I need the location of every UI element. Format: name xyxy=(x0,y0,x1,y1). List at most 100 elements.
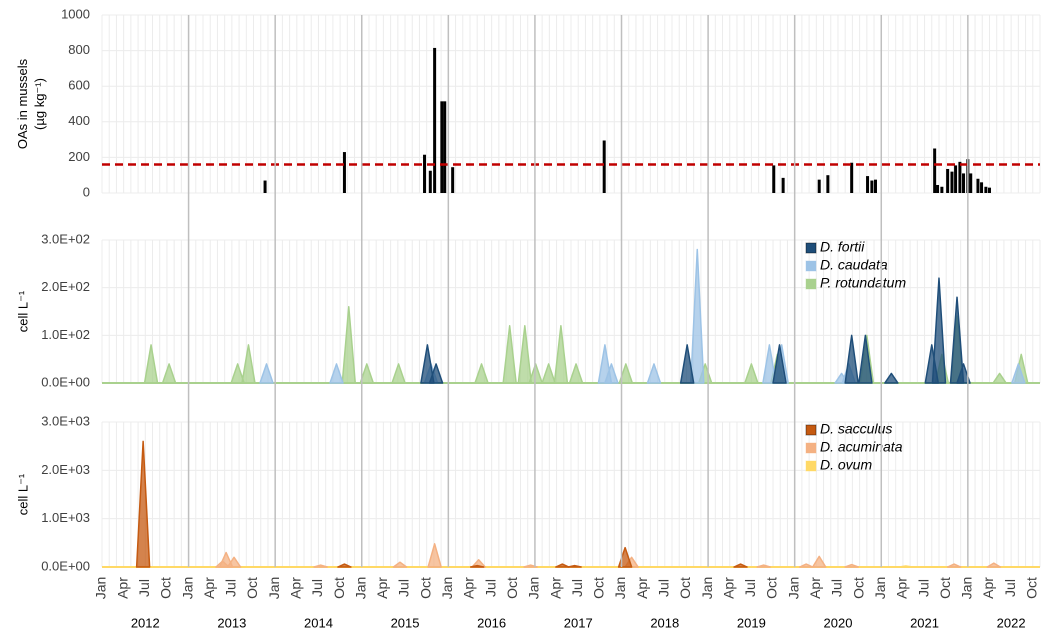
peak xyxy=(992,372,1007,384)
bar xyxy=(826,175,830,193)
peak xyxy=(541,363,556,384)
y-tick-label: 400 xyxy=(68,113,90,128)
x-tick-label: Oct xyxy=(591,577,607,599)
peak xyxy=(617,546,633,568)
bar xyxy=(984,186,988,193)
peak xyxy=(946,563,962,568)
peak xyxy=(241,344,256,384)
legend-swatch xyxy=(805,278,817,290)
x-tick-label: Apr xyxy=(894,577,910,599)
peak xyxy=(555,563,570,568)
year-label: 2014 xyxy=(304,615,333,630)
bar xyxy=(870,180,874,193)
peak xyxy=(517,325,533,384)
x-tick-label: Jan xyxy=(699,577,715,600)
bar xyxy=(958,161,962,193)
peak xyxy=(329,363,344,384)
bar xyxy=(443,101,447,193)
legend-swatch xyxy=(805,442,817,454)
x-tick-label: Oct xyxy=(937,577,953,599)
peak xyxy=(553,325,569,384)
peak xyxy=(858,334,873,384)
legend-label: D. acuminata xyxy=(820,439,903,455)
bar xyxy=(873,179,877,193)
x-tick-label: Apr xyxy=(374,577,390,599)
y-tick-label: 1.0E+03 xyxy=(41,510,90,525)
y-tick-label: 3.0E+03 xyxy=(41,413,90,428)
x-tick-label: Oct xyxy=(850,577,866,599)
x-tick-label: Jan xyxy=(612,577,628,600)
peak xyxy=(427,543,442,568)
peak xyxy=(230,363,245,384)
year-label: 2020 xyxy=(824,615,853,630)
peak xyxy=(259,363,274,384)
x-tick-label: Apr xyxy=(634,577,650,599)
peak xyxy=(679,344,695,384)
x-tick-label: Jul xyxy=(656,579,672,597)
legend-swatch xyxy=(805,460,817,472)
x-tick-label: Jul xyxy=(915,579,931,597)
x-tick-label: Jul xyxy=(1002,579,1018,597)
peak xyxy=(428,363,444,384)
bar xyxy=(772,165,776,193)
bar xyxy=(781,177,785,193)
y-tick-label: 0.0E+00 xyxy=(41,374,90,389)
bar xyxy=(850,162,854,193)
x-tick-label: Apr xyxy=(720,577,736,599)
year-label: 2012 xyxy=(131,615,160,630)
year-label: 2018 xyxy=(650,615,679,630)
peak xyxy=(143,344,159,384)
y-axis-title: OAs in mussels xyxy=(15,58,30,149)
x-tick-label: Apr xyxy=(980,577,996,599)
y-axis-title: (µg kg⁻¹) xyxy=(32,78,47,130)
bar xyxy=(969,173,973,193)
peak xyxy=(646,363,662,384)
x-tick-label: Jul xyxy=(223,579,239,597)
year-label: 2013 xyxy=(217,615,246,630)
x-tick-label: Jan xyxy=(439,577,455,600)
peak xyxy=(986,562,1002,568)
x-tick-label: Jan xyxy=(352,577,368,600)
y-tick-label: 0 xyxy=(83,184,90,199)
peak xyxy=(568,363,584,384)
peak xyxy=(474,363,489,384)
bar xyxy=(451,167,455,193)
peak xyxy=(618,363,634,384)
x-tick-label: Jan xyxy=(785,577,801,600)
peak xyxy=(337,563,352,568)
bar xyxy=(946,168,950,193)
peak xyxy=(733,563,748,568)
x-tick-label: Jan xyxy=(526,577,542,600)
peak xyxy=(690,248,705,384)
y-tick-label: 200 xyxy=(68,149,90,164)
x-tick-label: Jul xyxy=(569,579,585,597)
peak xyxy=(469,564,485,568)
x-tick-label: Apr xyxy=(201,577,217,599)
peak xyxy=(392,561,408,568)
bar xyxy=(980,182,984,193)
bar xyxy=(433,47,437,194)
bar xyxy=(342,152,346,193)
legend-label: P. rotundatum xyxy=(820,275,906,291)
x-tick-label: Apr xyxy=(288,577,304,599)
bar xyxy=(817,179,821,193)
x-tick-label: Jul xyxy=(829,579,845,597)
peak xyxy=(762,344,777,384)
peak xyxy=(898,565,914,568)
x-tick-label: Apr xyxy=(807,577,823,599)
peak xyxy=(844,334,859,384)
peak xyxy=(359,363,375,384)
legend-swatch xyxy=(805,260,817,272)
year-label: 2017 xyxy=(564,615,593,630)
y-tick-label: 2.0E+02 xyxy=(41,279,90,294)
peak xyxy=(884,372,899,384)
peak xyxy=(341,305,357,384)
x-tick-label: Oct xyxy=(504,577,520,599)
peak xyxy=(798,563,814,568)
peak xyxy=(502,325,517,384)
y-tick-label: 3.0E+02 xyxy=(41,231,90,246)
peak xyxy=(161,363,177,384)
bar xyxy=(987,187,991,193)
legend-label: D. sacculus xyxy=(820,421,892,437)
